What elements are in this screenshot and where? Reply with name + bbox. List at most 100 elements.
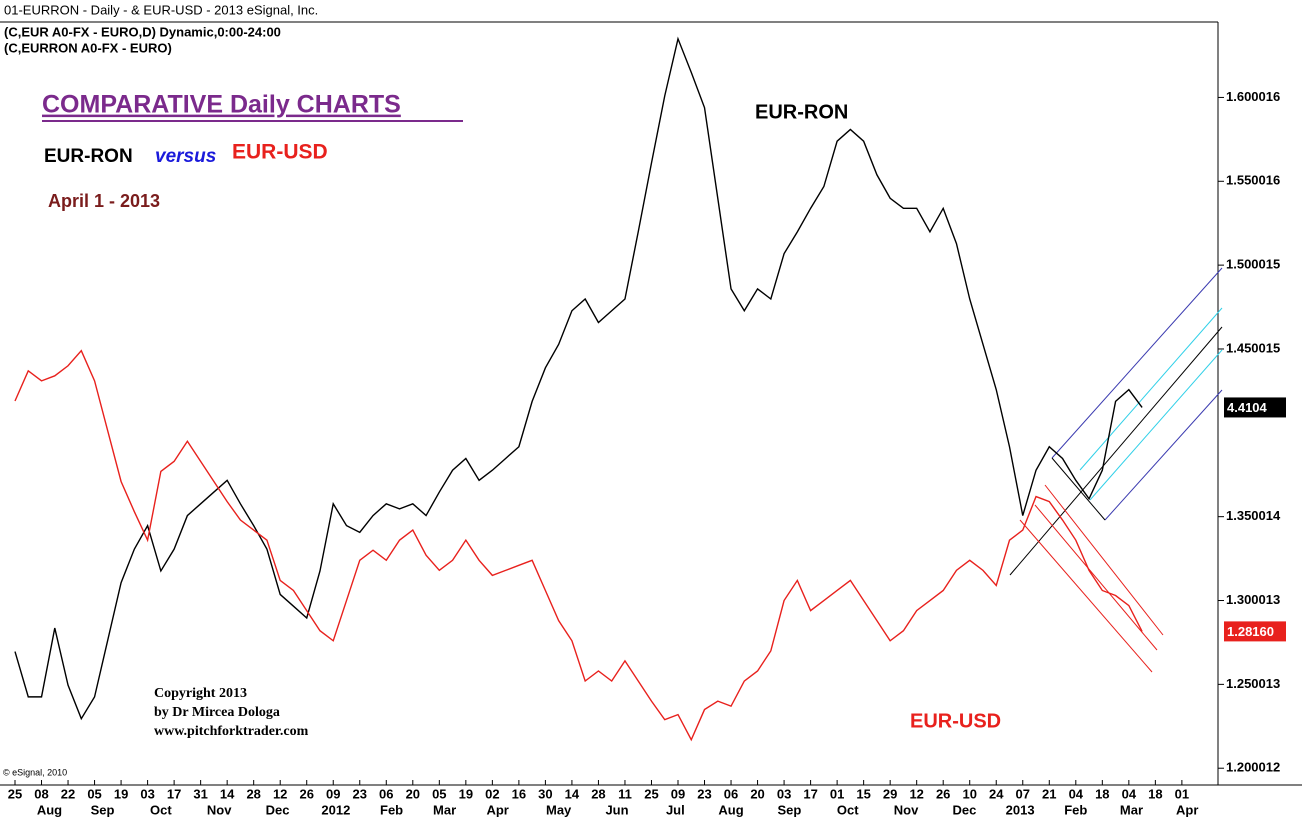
x-tick-label: 04 — [1122, 786, 1137, 801]
y-tick-label: 1.250013 — [1226, 676, 1280, 691]
fork-line — [1051, 267, 1223, 459]
x-tick-label: 20 — [406, 786, 420, 801]
chart-title: COMPARATIVE Daily CHARTS — [42, 91, 401, 119]
fork-line — [1034, 504, 1158, 651]
last-value-box — [1224, 397, 1286, 418]
x-tick-label: 14 — [565, 786, 580, 801]
x-month-label: 2012 — [321, 802, 350, 817]
y-tick-label: 1.600016 — [1226, 89, 1280, 104]
x-tick-label: 25 — [8, 786, 22, 801]
fork-line — [1044, 484, 1164, 636]
subtitle: EUR-RON — [44, 146, 133, 167]
x-tick-label: 25 — [644, 786, 658, 801]
x-month-label: Sep — [777, 802, 801, 817]
x-tick-label: 29 — [883, 786, 897, 801]
x-tick-label: 06 — [724, 786, 738, 801]
x-tick-label: 18 — [1095, 786, 1109, 801]
x-tick-label: 17 — [167, 786, 181, 801]
subtitle: versus — [155, 146, 216, 167]
y-tick-label: 1.500015 — [1226, 257, 1280, 272]
fork-line — [1104, 389, 1223, 521]
x-tick-label: 02 — [485, 786, 499, 801]
x-tick-label: 05 — [432, 786, 446, 801]
x-tick-label: 28 — [246, 786, 260, 801]
x-tick-label: 19 — [459, 786, 473, 801]
y-tick-label: 1.450015 — [1226, 340, 1280, 355]
x-tick-label: 28 — [591, 786, 605, 801]
x-tick-label: 03 — [777, 786, 791, 801]
x-month-label: Feb — [380, 802, 403, 817]
x-tick-label: 11 — [618, 786, 632, 801]
x-month-label: Mar — [1120, 802, 1143, 817]
y-tick-label: 1.200012 — [1226, 760, 1280, 775]
x-tick-label: 23 — [353, 786, 367, 801]
x-month-label: Dec — [266, 802, 290, 817]
x-tick-label: 12 — [909, 786, 923, 801]
x-month-label: Oct — [150, 802, 172, 817]
x-tick-label: 01 — [1175, 786, 1189, 801]
x-tick-label: 15 — [856, 786, 870, 801]
x-tick-label: 07 — [1016, 786, 1030, 801]
x-month-label: Jul — [666, 802, 685, 817]
copyright: www.pitchforktrader.com — [154, 724, 309, 739]
header: (C,EUR A0-FX - EURO,D) Dynamic,0:00-24:0… — [4, 24, 281, 39]
x-tick-label: 14 — [220, 786, 235, 801]
subtitle: EUR-USD — [232, 141, 328, 164]
x-month-label: Apr — [1176, 802, 1198, 817]
x-tick-label: 26 — [299, 786, 313, 801]
x-tick-label: 17 — [803, 786, 817, 801]
x-tick-label: 03 — [140, 786, 154, 801]
x-tick-label: 01 — [830, 786, 844, 801]
series-line — [14, 36, 1143, 721]
x-tick-label: 08 — [34, 786, 48, 801]
x-tick-label: 12 — [273, 786, 287, 801]
x-tick-label: 18 — [1148, 786, 1162, 801]
fork-line — [1009, 326, 1223, 576]
header: (C,EURRON A0-FX - EURO) — [4, 40, 172, 55]
x-tick-label: 10 — [962, 786, 976, 801]
fork-line — [1051, 457, 1106, 521]
x-month-label: May — [546, 802, 572, 817]
x-tick-label: 16 — [512, 786, 526, 801]
date-note: April 1 - 2013 — [48, 191, 160, 211]
x-month-label: Mar — [433, 802, 456, 817]
pitchfork-down — [1019, 484, 1164, 673]
pitchfork-up — [1009, 267, 1223, 576]
fork-line — [1089, 349, 1223, 501]
x-month-label: 2013 — [1006, 802, 1035, 817]
x-tick-label: 09 — [326, 786, 340, 801]
x-tick-label: 09 — [671, 786, 685, 801]
x-month-label: Feb — [1064, 802, 1087, 817]
x-month-label: Aug — [37, 802, 62, 817]
x-month-label: Apr — [486, 802, 508, 817]
x-tick-label: 05 — [87, 786, 101, 801]
x-month-label: Nov — [207, 802, 232, 817]
y-tick-label: 1.300013 — [1226, 592, 1280, 607]
series-line — [14, 349, 1143, 742]
last-value-label: 1.28160 — [1227, 624, 1274, 639]
last-value-box — [1224, 621, 1286, 642]
series-annotation: EUR-USD — [910, 710, 1001, 732]
x-tick-label: 21 — [1042, 786, 1056, 801]
y-tick-label: 1.350014 — [1226, 508, 1281, 523]
x-tick-label: 06 — [379, 786, 393, 801]
y-tick-label: 1.550016 — [1226, 173, 1280, 188]
x-tick-label: 04 — [1069, 786, 1084, 801]
x-tick-label: 26 — [936, 786, 950, 801]
x-tick-label: 20 — [750, 786, 764, 801]
fork-line — [1079, 307, 1223, 471]
x-tick-label: 23 — [697, 786, 711, 801]
copyright: by Dr Mircea Dologa — [154, 705, 280, 720]
x-tick-label: 22 — [61, 786, 75, 801]
x-month-label: Oct — [837, 802, 859, 817]
x-month-label: Dec — [952, 802, 976, 817]
fork-line — [1019, 519, 1153, 673]
x-tick-label: 30 — [538, 786, 552, 801]
credit: © eSignal, 2010 — [3, 767, 67, 777]
x-tick-label: 24 — [989, 786, 1004, 801]
x-tick-label: 31 — [193, 786, 207, 801]
header: 01-EURRON - Daily - & EUR-USD - 2013 eSi… — [4, 2, 318, 17]
series-annotation: EUR-RON — [755, 101, 848, 123]
